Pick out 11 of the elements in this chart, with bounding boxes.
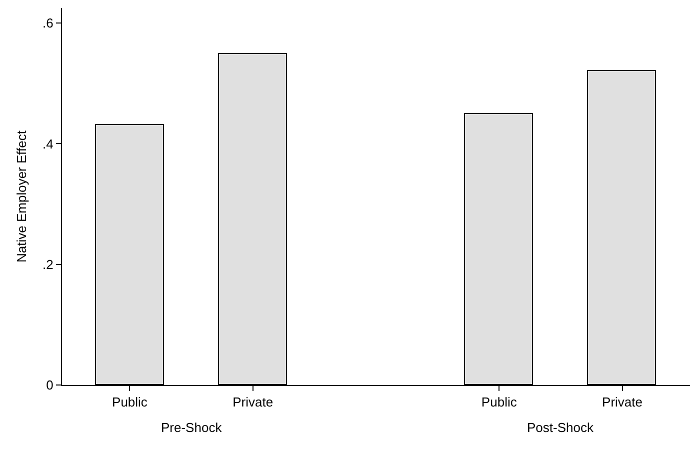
- x-tick-label: Private: [602, 394, 643, 410]
- y-axis-title: Native Employer Effect: [14, 130, 29, 262]
- text: Pre-Shock: [161, 420, 222, 435]
- y-tick-label: 0: [46, 378, 54, 393]
- text: Post-Shock: [527, 420, 594, 435]
- x-tick-label: Public: [112, 394, 148, 410]
- x-tick-label: Private: [232, 394, 274, 410]
- x-tick-label: Public: [481, 394, 518, 410]
- y-tick-label: .6: [42, 16, 54, 31]
- y-tick-label: .4: [42, 136, 54, 152]
- y-tick-label: .2: [42, 256, 54, 272]
